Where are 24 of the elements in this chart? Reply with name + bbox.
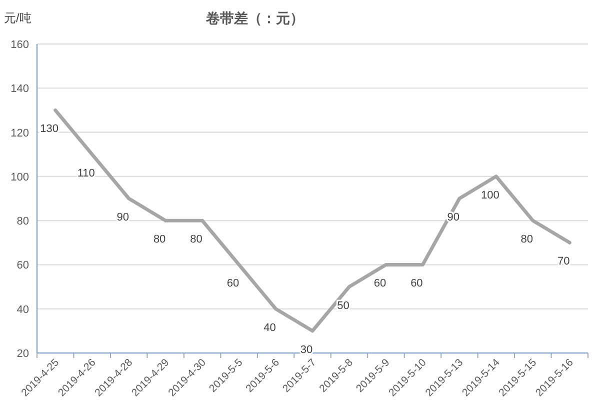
data-label: 80 <box>520 234 534 246</box>
data-label: 130 <box>40 123 59 136</box>
data-label: 50 <box>337 300 350 312</box>
y-tick-label: 100 <box>10 171 29 184</box>
data-label: 70 <box>558 256 570 268</box>
data-label: 90 <box>447 212 460 224</box>
y-tick-label: 20 <box>16 348 29 360</box>
data-label: 100 <box>480 189 500 202</box>
data-label: 80 <box>153 234 166 246</box>
data-label: 90 <box>116 212 129 224</box>
data-label: 60 <box>226 278 240 290</box>
y-axis-title: 元/吨 <box>4 11 32 25</box>
y-tick-label: 80 <box>16 216 29 228</box>
data-label: 40 <box>264 322 276 334</box>
chart-title: 卷带差（：元） <box>205 10 304 26</box>
data-label: 110 <box>77 167 95 180</box>
y-tick-label: 60 <box>16 260 29 272</box>
y-tick-label: 140 <box>10 83 29 96</box>
data-label: 60 <box>374 278 386 290</box>
data-label: 80 <box>190 234 202 246</box>
y-tick-label: 120 <box>10 127 29 140</box>
y-tick-label: 160 <box>10 39 29 51</box>
data-label: 60 <box>410 278 423 290</box>
y-tick-label: 40 <box>16 304 29 316</box>
